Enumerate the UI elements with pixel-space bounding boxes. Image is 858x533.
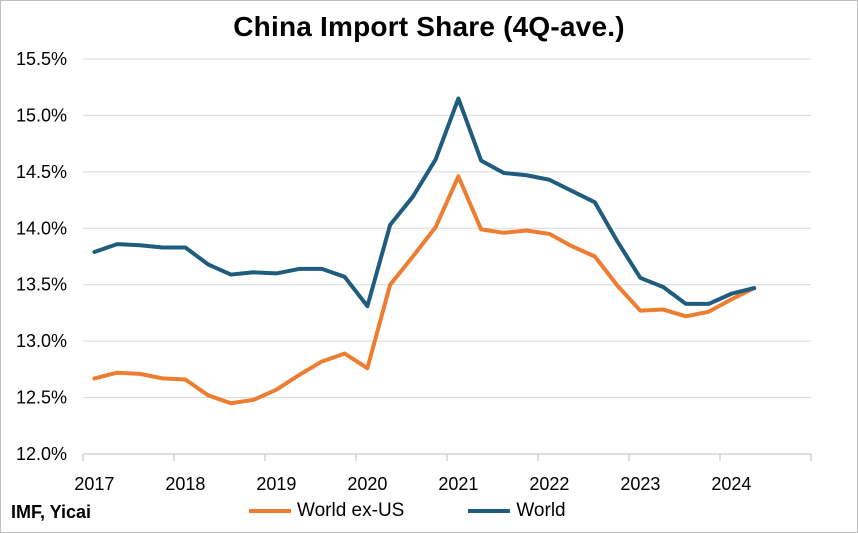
y-tick-label: 12.5% — [16, 388, 67, 408]
x-tick-label: 2019 — [256, 474, 296, 494]
x-tick-label: 2020 — [347, 474, 387, 494]
legend-swatch — [468, 509, 511, 513]
y-tick-label: 15.0% — [16, 105, 67, 125]
series-line-world — [92, 96, 757, 309]
line-chart: 12.0% 12.5% 13.0% 13.5% 14.0% 14.5% 15.0% 15.5%… — [16, 49, 812, 494]
y-tick-label: 12.0% — [16, 444, 67, 464]
y-tick-label: 13.0% — [16, 331, 67, 351]
x-tick-label: 2024 — [711, 474, 751, 494]
chart-legend: World ex-US World — [249, 500, 630, 522]
legend-label: World ex-US — [297, 500, 405, 521]
y-tick-label: 13.5% — [16, 275, 67, 295]
chart-title: China Import Share (4Q-ave.) — [233, 11, 625, 42]
y-tick-label: 14.5% — [16, 162, 67, 182]
legend-label: World — [516, 500, 566, 521]
legend-item-world: World — [468, 500, 566, 522]
legend-item-world-ex-us: World ex-US — [249, 500, 404, 522]
legend-swatch — [249, 509, 291, 513]
x-tick-label: 2023 — [620, 474, 660, 494]
y-tick-label: 14.0% — [16, 218, 67, 238]
y-tick-label: 15.5% — [16, 49, 67, 69]
x-tick-label: 2021 — [438, 474, 478, 494]
x-tick-label: 2017 — [74, 474, 114, 494]
series-line-world-ex-us — [92, 174, 757, 406]
source-note: IMF, Yicai — [11, 502, 92, 522]
x-tick-label: 2022 — [529, 474, 569, 494]
x-tick-label: 2018 — [165, 474, 205, 494]
